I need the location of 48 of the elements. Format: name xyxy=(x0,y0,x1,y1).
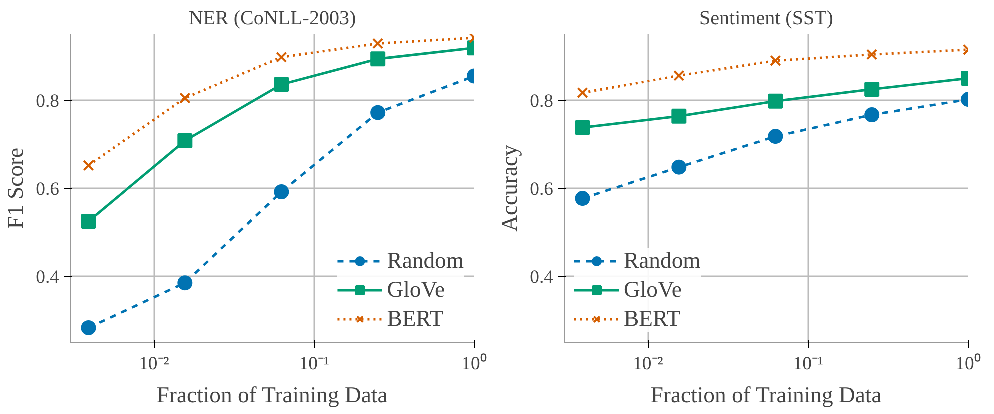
y-axis-title: F1 Score xyxy=(3,148,28,230)
point xyxy=(864,82,880,97)
point xyxy=(770,55,782,66)
point xyxy=(372,38,384,50)
x-tick-label: 10⁻¹ xyxy=(299,354,330,374)
point xyxy=(672,108,687,124)
x-tick-label: 10⁻¹ xyxy=(793,354,824,374)
point xyxy=(274,184,290,200)
x-tick-label: 10⁰ xyxy=(956,354,982,374)
y-tick-label: 0.4 xyxy=(36,267,60,288)
legend-label: GloVe xyxy=(387,277,446,303)
y-tick-label: 0.8 xyxy=(36,91,60,112)
point xyxy=(178,133,193,148)
y-tick-label: 0.6 xyxy=(36,179,60,200)
point xyxy=(370,105,386,120)
point xyxy=(83,160,94,172)
point xyxy=(768,129,784,144)
point xyxy=(575,191,590,206)
chart-title: Sentiment (SST) xyxy=(700,8,834,30)
x-axis-title: Fraction of Training Data xyxy=(156,382,388,408)
legend-label: Random xyxy=(624,248,701,274)
point xyxy=(276,52,288,63)
x-tick-label: 10⁰ xyxy=(462,354,488,374)
x-axis-title: Fraction of Training Data xyxy=(650,382,882,408)
y-tick-label: 0.8 xyxy=(530,91,554,112)
point xyxy=(370,52,386,67)
point xyxy=(180,92,191,104)
legend-label: GloVe xyxy=(624,277,682,303)
point xyxy=(81,320,96,336)
x-tick-label: 10⁻² xyxy=(139,354,170,374)
point xyxy=(768,94,784,109)
y-tick-label: 0.4 xyxy=(530,267,554,288)
point xyxy=(866,49,878,60)
x-tick-label: 10⁻² xyxy=(633,354,664,374)
point xyxy=(178,276,193,291)
point xyxy=(274,77,290,92)
y-axis-title: Accuracy xyxy=(497,144,522,232)
point xyxy=(81,214,96,229)
point xyxy=(577,87,588,99)
legend-label: Random xyxy=(387,248,464,274)
y-tick-label: 0.6 xyxy=(530,179,554,200)
legend-label: BERT xyxy=(387,306,444,332)
point xyxy=(672,160,687,175)
point xyxy=(575,120,590,136)
point xyxy=(864,108,880,123)
chart-title: NER (CoNLL-2003) xyxy=(188,8,356,30)
legend-label: BERT xyxy=(624,306,681,332)
point xyxy=(674,70,685,82)
